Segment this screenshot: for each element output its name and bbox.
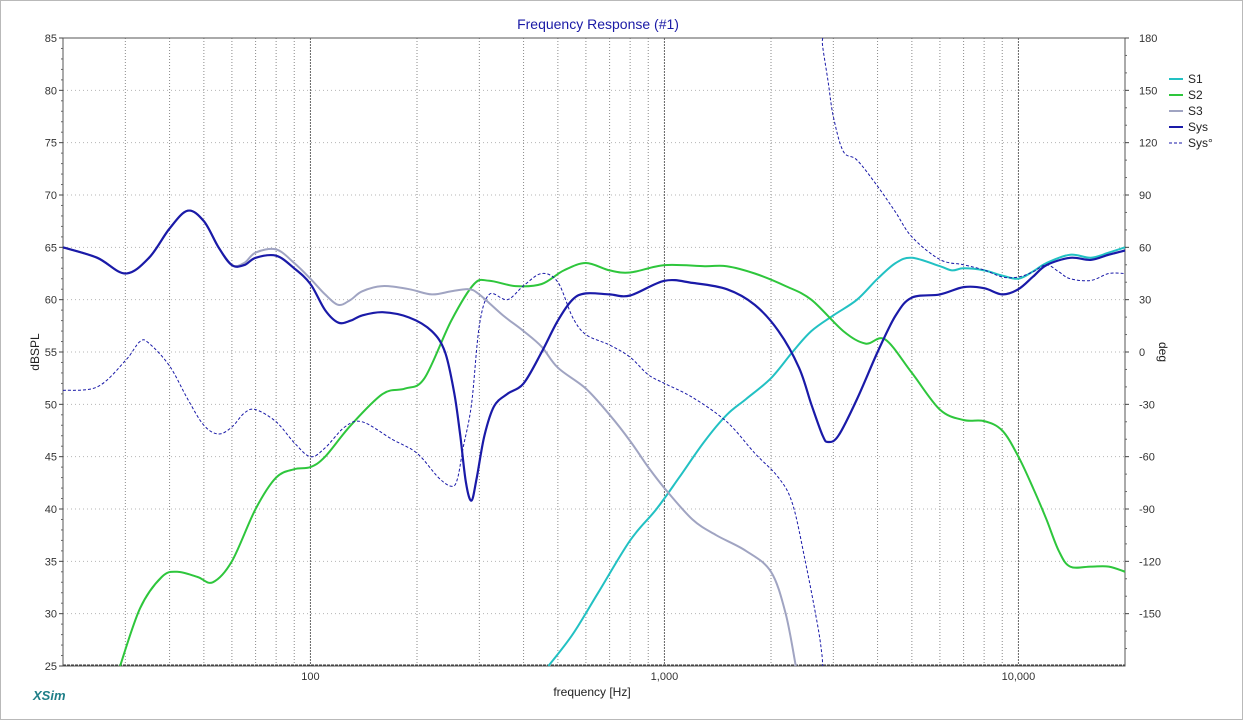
x-tick-label: 100 xyxy=(301,671,319,683)
y2-tick-label: -30 xyxy=(1139,399,1155,411)
curves xyxy=(62,37,1126,667)
legend: S1 S2 S3 Sys Sys° xyxy=(1169,72,1213,150)
y2-tick-label: -150 xyxy=(1139,609,1161,621)
y2-tick-label: 120 xyxy=(1139,138,1157,150)
legend-label: S1 xyxy=(1188,72,1203,86)
y2-tick-label: 90 xyxy=(1139,190,1151,202)
y-tick-label: 60 xyxy=(45,295,57,307)
y2-tick-label: 0 xyxy=(1139,347,1145,359)
curve-sys xyxy=(62,209,1126,502)
y-tick-label: 80 xyxy=(45,85,57,97)
y-tick-label: 85 xyxy=(45,33,57,45)
y-tick-label: 40 xyxy=(45,504,57,516)
y2-tick-label: -90 xyxy=(1139,504,1155,516)
y2-tick-label: 150 xyxy=(1139,85,1157,97)
legend-label: S3 xyxy=(1188,104,1203,118)
y2-tick-label: -60 xyxy=(1139,452,1155,464)
axis-ticks: 25 30 35 40 45 50 55 60 65 70 75 80 85 -150 -120 -90 -60… xyxy=(45,33,1161,683)
y-tick-label: 30 xyxy=(45,609,57,621)
y-tick-label: 65 xyxy=(45,242,57,254)
y-tick-label: 55 xyxy=(45,347,57,359)
legend-label: S2 xyxy=(1188,88,1203,102)
plot-frame xyxy=(62,37,1126,667)
xsim-logo: XSim xyxy=(32,688,66,703)
curve-sys-phase xyxy=(62,272,824,667)
curve-s1 xyxy=(547,246,1126,667)
legend-label: Sys° xyxy=(1188,136,1213,150)
y2-tick-label: 180 xyxy=(1139,33,1157,45)
y2-axis-title: deg xyxy=(1156,342,1170,362)
y2-tick-label: 60 xyxy=(1139,242,1151,254)
curve-s3 xyxy=(62,209,797,667)
curve-sys-phase xyxy=(821,37,1126,282)
y-tick-label: 45 xyxy=(45,452,57,464)
y-axis-title: dBSPL xyxy=(28,333,42,371)
x-axis-title: frequency [Hz] xyxy=(553,685,630,699)
y-tick-label: 50 xyxy=(45,399,57,411)
grid-lines xyxy=(62,38,1126,666)
y-tick-label: 70 xyxy=(45,190,57,202)
chart-title: Frequency Response (#1) xyxy=(517,16,679,32)
y2-tick-label: 30 xyxy=(1139,295,1151,307)
x-tick-label: 10,000 xyxy=(1002,671,1036,683)
y2-tick-label: -120 xyxy=(1139,556,1161,568)
curve-s2 xyxy=(119,262,1126,667)
x-tick-label: 1,000 xyxy=(651,671,679,683)
y-tick-label: 75 xyxy=(45,138,57,150)
y-tick-label: 25 xyxy=(45,661,57,673)
legend-label: Sys xyxy=(1188,120,1208,134)
y-tick-label: 35 xyxy=(45,556,57,568)
